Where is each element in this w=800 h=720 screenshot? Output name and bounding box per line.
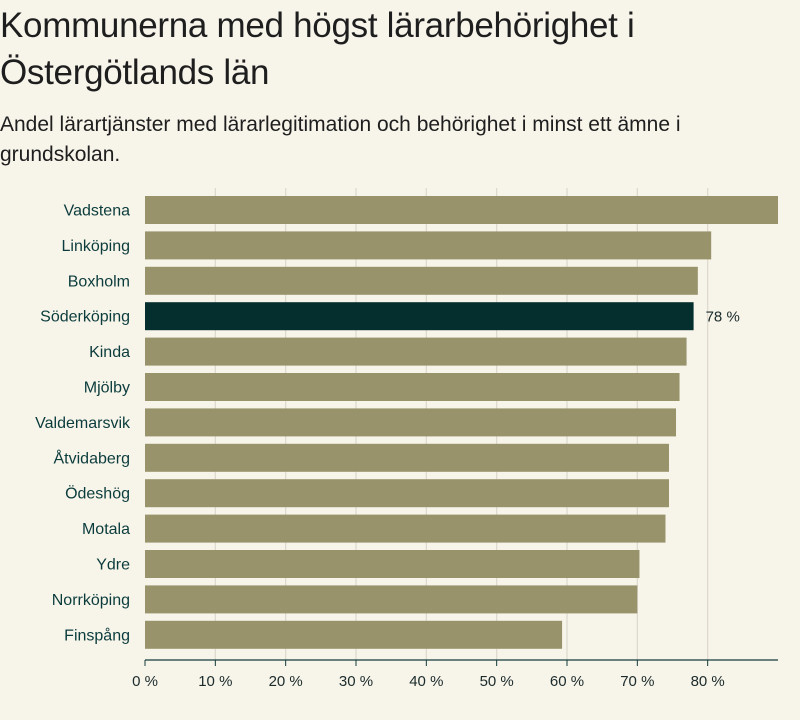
bar-ödeshög <box>145 479 669 508</box>
bar-kinda <box>145 337 687 366</box>
x-tick-label: 50 % <box>480 673 514 690</box>
bar-ydre <box>145 550 640 578</box>
category-label: Mjölby <box>84 380 130 397</box>
category-label: Åtvidaberg <box>54 448 131 467</box>
bar-chart: Vadstena Linköping Boxholm Söderköping Kinda… <box>35 188 778 690</box>
category-labels: Vadstena Linköping Boxholm Söderköping Kinda… <box>35 203 740 645</box>
bar-vadstena <box>145 196 778 224</box>
chart-title: Kommunerna med högst lärarbehörighet i Ö… <box>0 6 635 92</box>
bar-valdemarsvik <box>145 408 677 437</box>
x-tick-label: 60 % <box>550 673 584 690</box>
x-axis: 0 % 10 % 20 % 30 % 40 % 50 % 60 % 70 % 80 % <box>132 659 778 690</box>
category-label: Norrköping <box>52 592 130 609</box>
category-label: Valdemarsvik <box>35 415 131 432</box>
bar-söderköping <box>145 302 694 331</box>
bar-motala <box>145 514 666 543</box>
data-label: 78 % <box>706 309 740 326</box>
bar-boxholm <box>145 266 698 295</box>
x-tick-label: 30 % <box>339 673 373 690</box>
bar-åtvidaberg <box>145 443 669 472</box>
category-label: Linköping <box>62 238 131 255</box>
category-label: Söderköping <box>40 309 130 326</box>
category-label: Motala <box>82 521 130 538</box>
category-label: Ödeshög <box>65 485 130 503</box>
x-tick-label: 20 % <box>269 673 303 690</box>
category-label: Kinda <box>89 344 130 361</box>
category-label: Finspång <box>64 626 130 644</box>
chart-subtitle: Andel lärartjänster med lärarlegitimatio… <box>0 113 681 166</box>
x-tick-label: 0 % <box>132 673 158 690</box>
bar-norrköping <box>145 585 638 614</box>
bars <box>145 196 778 649</box>
category-label: Boxholm <box>68 273 130 290</box>
bar-finspång <box>145 620 563 649</box>
bar-linköping <box>145 231 712 260</box>
x-tick-label: 10 % <box>198 673 232 690</box>
category-label: Vadstena <box>64 203 131 220</box>
x-tick-label: 70 % <box>620 673 654 690</box>
bar-mjölby <box>145 373 680 401</box>
category-label: Ydre <box>96 557 130 574</box>
x-tick-label: 80 % <box>691 673 725 690</box>
x-tick-label: 40 % <box>409 673 443 690</box>
